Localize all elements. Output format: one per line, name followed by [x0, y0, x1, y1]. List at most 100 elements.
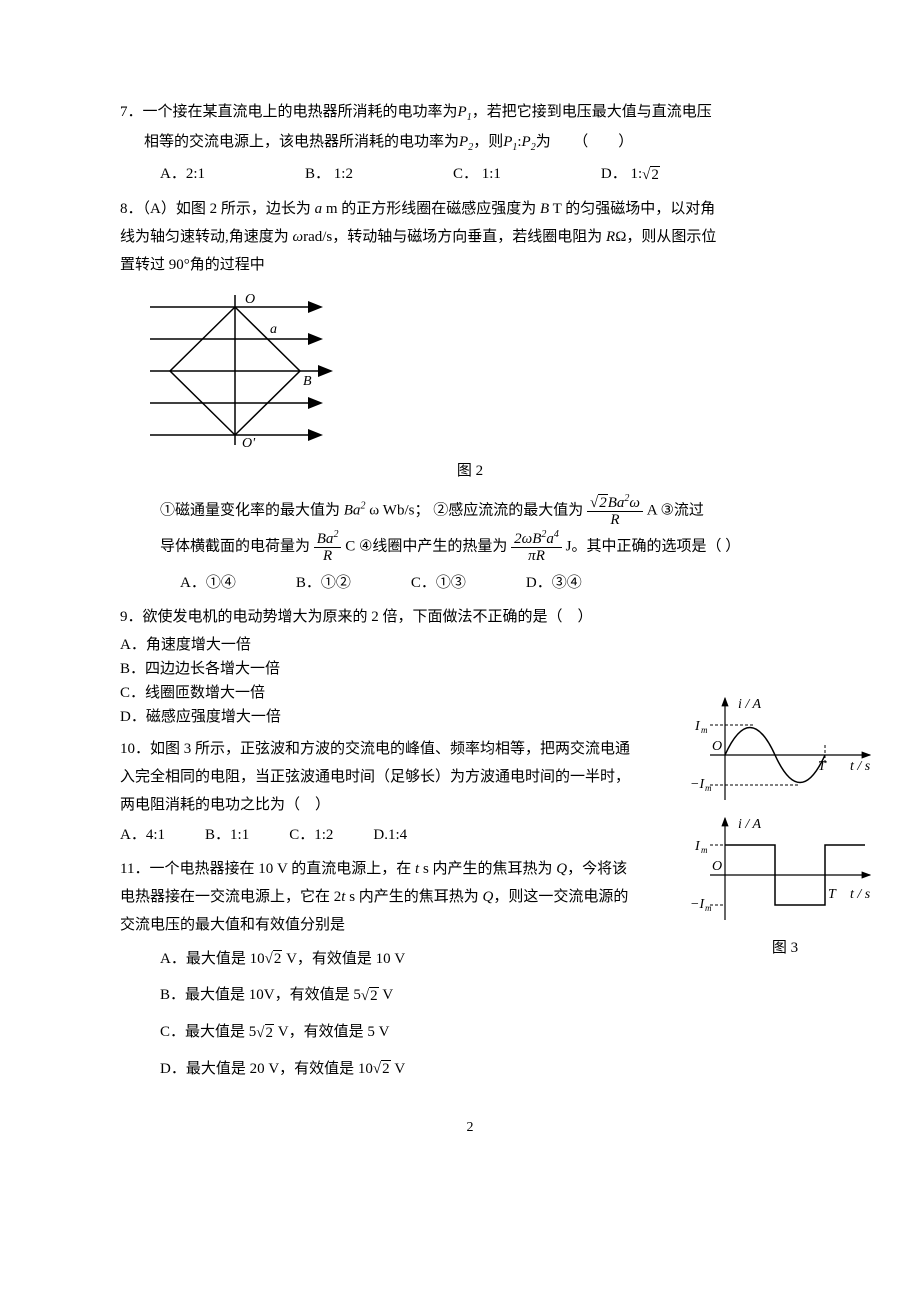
q10-l1: 10．如图 3 所示，正弦波和方波的交流电的峰值、频率均相等，把两交流电通	[120, 737, 640, 761]
q10-optC: C．1:2	[289, 823, 333, 847]
q11-optD: D．最大值是 20 V，有效值是 102 V	[160, 1051, 640, 1088]
q8-line2: 线为轴匀速转动,角速度为 ωrad/s，转动轴与磁场方向垂直，若线圈电阻为 RΩ…	[120, 225, 820, 249]
fig2-Oprime: O'	[242, 436, 256, 451]
svg-text:m: m	[705, 903, 712, 913]
q9-text: 9．欲使发电机的电动势增大为原来的 2 倍，下面做法不正确的是（ ）	[120, 605, 640, 629]
q8-line3: 置转过 90°角的过程中	[120, 253, 820, 277]
svg-text:−I: −I	[690, 777, 705, 792]
page-number: 2	[120, 1117, 820, 1139]
q7-options: A．2:1 B． 1:2 C． 1:1 D． 1:2	[160, 162, 820, 187]
q8-statements: ①磁通量变化率的最大值为 Ba2 ω Wb/s； ②感应流流的最大值为 2Ba2…	[160, 493, 820, 565]
q8-optD: D．③④	[526, 571, 582, 595]
q8-s1a: ①磁通量变化率的最大值为	[160, 502, 344, 518]
svg-text:t / s: t / s	[850, 887, 871, 902]
q8-R: R	[606, 229, 615, 245]
q11-l1: 11．一个电热器接在 10 V 的直流电源上，在 t s 内产生的焦耳热为 Q，…	[120, 857, 640, 881]
q8-s3a: 导体横截面的电荷量为	[160, 538, 314, 554]
q8-td: 线为轴匀速转动,角速度为	[120, 229, 293, 245]
q7-text-b: ，若把它接到电压最大值与直流电压	[472, 104, 712, 120]
q8-s4c: J。其中正确的选项是（ ）	[562, 538, 740, 554]
q7-optB: B． 1:2	[305, 162, 353, 187]
svg-text:m: m	[701, 845, 708, 855]
q8-s1b: Ba	[344, 502, 361, 518]
q8-te: rad/s，转动轴与磁场方向垂直，若线圈电阻为	[303, 229, 606, 245]
q11-l3: 交流电压的最大值和有效值分别是	[120, 913, 640, 937]
q8-s2u: A ③流过	[643, 502, 704, 518]
svg-text:T: T	[818, 759, 827, 774]
q7-text-e: 为 （ ）	[536, 134, 634, 150]
fig2-a: a	[270, 322, 277, 337]
q8-optA: A．①④	[180, 571, 236, 595]
q11-l2: 电热器接在一交流电源上，它在 2t s 内产生的焦耳热为 Q，则这一交流电源的	[120, 885, 640, 909]
q10-l2: 入完全相同的电阻，当正弦波通电时间（足够长）为方波通电时间的一半时，	[120, 765, 640, 789]
figure-3: i / A Im O −Im T t / s i / A Im O −Im T …	[690, 690, 880, 960]
q11-optC: C．最大值是 52 V，有效值是 5 V	[160, 1014, 640, 1051]
fig3-square: i / A Im O −Im T t / s	[690, 810, 880, 930]
q10-optD: D.1:4	[373, 823, 407, 847]
q8-s1c: ω Wb/s； ②感应流流的最大值为	[365, 502, 587, 518]
q8-options: A．①④ B．①② C．①③ D．③④	[180, 571, 820, 595]
question-7: 7．一个接在某直流电上的电热器所消耗的电功率为P1，若把它接到电压最大值与直流电…	[120, 100, 820, 187]
fig2-caption: 图 2	[120, 459, 820, 483]
question-11: 11．一个电热器接在 10 V 的直流电源上，在 t s 内产生的焦耳热为 Q，…	[120, 857, 640, 1087]
q8-s2-frac: 2Ba2ωR	[587, 493, 643, 529]
q8-tf: Ω，则从图示位	[615, 229, 716, 245]
q8-a: a	[315, 201, 323, 217]
figure-2-svg: O a B O'	[120, 285, 360, 455]
q7-line2: 相等的交流电源上，该电热器所消耗的电功率为P2，则P1:P2为 （ ）	[144, 130, 820, 156]
q8-omega: ω	[293, 229, 304, 245]
q8-s4-frac: 2ωB2a4πR	[511, 529, 562, 565]
q10-options: A．4:1 B．1:1 C．1:2 D.1:4	[120, 823, 640, 847]
q11-optB: B．最大值是 10V，有效值是 52 V	[160, 977, 640, 1014]
q7-rb: P	[522, 134, 531, 150]
q11-options: A．最大值是 102 V，有效值是 10 V B．最大值是 10V，有效值是 5…	[160, 941, 640, 1087]
q7-text-d: ，则	[473, 134, 503, 150]
fig2-B: B	[303, 374, 312, 389]
q10-l3: 两电阻消耗的电功之比为（ ）	[120, 793, 640, 817]
q8-tc: T 的匀强磁场中，以对角	[549, 201, 715, 217]
q7-text-a: 7．一个接在某直流电上的电热器所消耗的电功率为	[120, 104, 458, 120]
svg-text:i / A: i / A	[738, 697, 762, 712]
q7-text-c: 相等的交流电源上，该电热器所消耗的电功率为	[144, 134, 459, 150]
fig3-sine: i / A Im O −Im T t / s	[690, 690, 880, 810]
q7-ra: P	[503, 134, 512, 150]
svg-text:I: I	[694, 839, 701, 854]
fig3-caption: 图 3	[690, 936, 880, 960]
q8-B: B	[540, 201, 549, 217]
q8-optC: C．①③	[411, 571, 466, 595]
q8-s3-frac: Ba2R	[314, 529, 342, 565]
q7-optD-sqrt: 2	[642, 163, 660, 187]
figure-2: O a B O' 图 2	[120, 285, 820, 483]
q7-optD: D． 1:2	[601, 162, 660, 187]
q7-p1: P	[458, 104, 467, 120]
q7-optD-pre: D． 1:	[601, 166, 642, 182]
svg-text:O: O	[712, 739, 722, 754]
svg-text:m: m	[701, 725, 708, 735]
svg-text:−I: −I	[690, 897, 705, 912]
q9-optD: D．磁感应强度增大一倍	[120, 705, 640, 729]
q10-optA: A．4:1	[120, 823, 165, 847]
q8-line1: 8．（A）如图 2 所示，边长为 a m 的正方形线圈在磁感应强度为 B T 的…	[120, 197, 820, 221]
question-10: 10．如图 3 所示，正弦波和方波的交流电的峰值、频率均相等，把两交流电通 入完…	[120, 737, 640, 847]
q7-optA: A．2:1	[160, 162, 205, 187]
q7-line1: 7．一个接在某直流电上的电热器所消耗的电功率为P1，若把它接到电压最大值与直流电…	[120, 100, 820, 126]
q8-ta: 8．（A）如图 2 所示，边长为	[120, 201, 315, 217]
q11-optA: A．最大值是 102 V，有效值是 10 V	[160, 941, 640, 978]
q7-p2: P	[459, 134, 468, 150]
svg-text:O: O	[712, 859, 722, 874]
q7-optC: C． 1:1	[453, 162, 501, 187]
q9-optB: B．四边边长各增大一倍	[120, 657, 640, 681]
q9-optA: A．角速度增大一倍	[120, 633, 640, 657]
q8-optB: B．①②	[296, 571, 351, 595]
q9-optC: C．线圈匝数增大一倍	[120, 681, 640, 705]
q8-s3b: C ④线圈中产生的热量为	[341, 538, 511, 554]
svg-text:T: T	[828, 887, 837, 902]
question-8: 8．（A）如图 2 所示，边长为 a m 的正方形线圈在磁感应强度为 B T 的…	[120, 197, 820, 595]
q8-tb: m 的正方形线圈在磁感应强度为	[322, 201, 540, 217]
svg-text:m: m	[705, 783, 712, 793]
svg-text:I: I	[694, 719, 701, 734]
question-9: 9．欲使发电机的电动势增大为原来的 2 倍，下面做法不正确的是（ ） A．角速度…	[120, 605, 640, 729]
svg-text:i / A: i / A	[738, 817, 762, 832]
svg-text:t / s: t / s	[850, 759, 871, 774]
q10-optB: B．1:1	[205, 823, 249, 847]
